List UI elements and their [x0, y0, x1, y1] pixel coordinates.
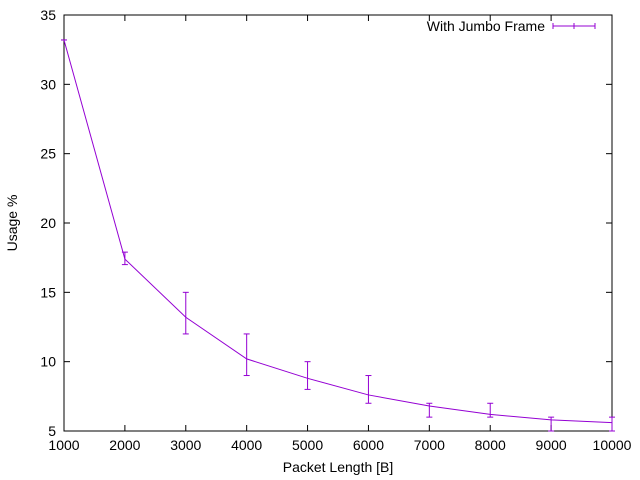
- x-tick-label: 8000: [475, 437, 506, 453]
- data-point: [426, 402, 433, 418]
- legend-label: With Jumbo Frame: [427, 18, 545, 34]
- x-tick-label: 4000: [231, 437, 262, 453]
- x-tick-label: 3000: [170, 437, 201, 453]
- series-line: [63, 39, 613, 424]
- data-point: [548, 416, 555, 432]
- series-layer: [61, 39, 615, 432]
- y-tick-label: 10: [40, 354, 56, 370]
- data-point: [304, 361, 311, 390]
- data-point: [243, 333, 250, 377]
- legend: With Jumbo Frame: [427, 18, 596, 34]
- x-tick-label: 10000: [593, 437, 632, 453]
- y-tick-label: 20: [40, 215, 56, 231]
- data-point: [182, 291, 189, 335]
- y-axis-title: Usage %: [4, 195, 20, 252]
- x-tick-label: 6000: [353, 437, 384, 453]
- y-tick-label: 5: [48, 423, 56, 439]
- y-tick-label: 35: [40, 7, 56, 23]
- x-tick-label: 5000: [292, 437, 323, 453]
- x-axis-title: Packet Length [B]: [283, 459, 394, 475]
- x-tick-label: 2000: [109, 437, 140, 453]
- data-point: [365, 375, 372, 404]
- y-tick-label: 30: [40, 76, 56, 92]
- data-point: [609, 416, 615, 432]
- y-axis: 5 10 15 20 25 30 35: [40, 7, 612, 439]
- plot-border: [63, 14, 613, 432]
- plot-frame: [63, 14, 613, 432]
- data-point: [121, 251, 128, 266]
- y-tick-label: 25: [40, 146, 56, 162]
- x-tick-label: 9000: [536, 437, 567, 453]
- data-point: [487, 402, 494, 418]
- x-tick-label: 1000: [48, 437, 79, 453]
- y-tick-label: 15: [40, 284, 56, 300]
- x-tick-label: 7000: [414, 437, 445, 453]
- x-axis: 1000 2000 3000 4000 5000 6000 7000 8000 9000 1000…: [48, 15, 632, 453]
